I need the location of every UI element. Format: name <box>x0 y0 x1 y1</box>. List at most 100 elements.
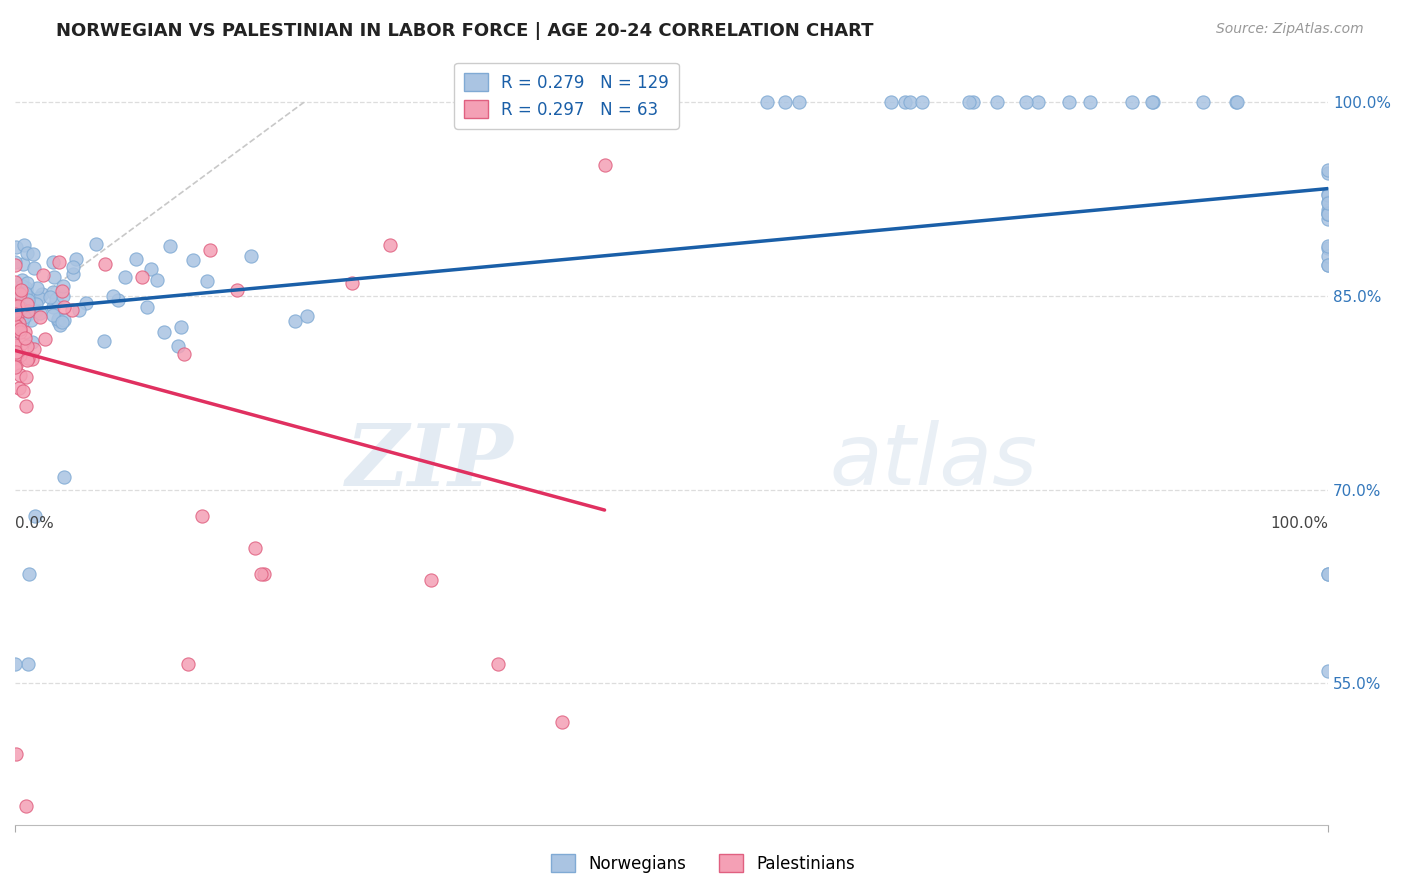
Point <box>173 346 195 360</box>
Point <box>153 325 176 339</box>
Point <box>46 312 69 326</box>
Point <box>4 323 27 337</box>
Point <box>52 313 75 327</box>
Point <box>14 331 37 345</box>
Point <box>1028 95 1050 110</box>
Point <box>6 240 28 254</box>
Point <box>51 284 73 298</box>
Point <box>4 255 27 269</box>
Point <box>17 293 39 307</box>
Point <box>24 508 46 523</box>
Point <box>6 295 28 310</box>
Point <box>146 273 169 287</box>
Point <box>10 348 32 362</box>
Point <box>38 290 60 304</box>
Point <box>7 289 30 303</box>
Point <box>962 95 984 110</box>
Point <box>8 307 31 321</box>
Point <box>159 239 181 253</box>
Point <box>252 566 274 581</box>
Point <box>52 289 75 303</box>
Text: NORWEGIAN VS PALESTINIAN IN LABOR FORCE | AGE 20-24 CORRELATION CHART: NORWEGIAN VS PALESTINIAN IN LABOR FORCE … <box>56 22 873 40</box>
Point <box>4 298 27 312</box>
Text: Source: ZipAtlas.com: Source: ZipAtlas.com <box>1216 22 1364 37</box>
Point <box>45 292 67 306</box>
Point <box>10 301 32 316</box>
Point <box>131 269 153 284</box>
Point <box>250 566 273 581</box>
Point <box>1057 95 1080 110</box>
Point <box>94 257 117 271</box>
Point <box>107 293 129 307</box>
Point <box>486 657 509 671</box>
Point <box>7 299 30 313</box>
Point <box>4 360 27 375</box>
Point <box>284 313 307 327</box>
Point <box>17 657 39 671</box>
Point <box>226 283 249 297</box>
Point <box>986 95 1008 110</box>
Point <box>22 261 45 276</box>
Point <box>4 318 27 333</box>
Point <box>1317 206 1340 220</box>
Point <box>52 279 75 293</box>
Point <box>30 306 52 320</box>
Point <box>1317 166 1340 180</box>
Point <box>15 399 38 413</box>
Point <box>1317 195 1340 210</box>
Point <box>11 273 34 287</box>
Point <box>8 317 31 331</box>
Point <box>4 258 27 272</box>
Point <box>1317 203 1340 218</box>
Point <box>28 291 51 305</box>
Point <box>1317 258 1340 272</box>
Point <box>48 255 70 269</box>
Point <box>14 369 37 384</box>
Text: 100.0%: 100.0% <box>1270 516 1329 531</box>
Point <box>1317 206 1340 220</box>
Point <box>181 252 204 267</box>
Point <box>1317 212 1340 227</box>
Point <box>139 261 162 276</box>
Point <box>4 351 27 365</box>
Point <box>773 95 796 110</box>
Point <box>1080 95 1102 110</box>
Point <box>4 275 27 289</box>
Point <box>1317 241 1340 255</box>
Point <box>10 298 32 312</box>
Point <box>1225 95 1247 110</box>
Point <box>190 508 212 523</box>
Point <box>245 541 267 555</box>
Point <box>1142 95 1164 110</box>
Point <box>25 281 48 295</box>
Point <box>4 317 27 331</box>
Point <box>15 284 38 298</box>
Point <box>11 279 34 293</box>
Point <box>25 297 48 311</box>
Point <box>4 323 27 337</box>
Point <box>6 308 28 322</box>
Point <box>380 237 402 252</box>
Text: ZIP: ZIP <box>346 419 515 503</box>
Point <box>13 257 35 271</box>
Point <box>1015 95 1038 110</box>
Point <box>14 281 37 295</box>
Point <box>53 300 76 314</box>
Point <box>4 315 27 329</box>
Point <box>10 315 32 329</box>
Point <box>15 308 38 322</box>
Point <box>4 318 27 332</box>
Point <box>6 310 28 324</box>
Legend: Norwegians, Palestinians: Norwegians, Palestinians <box>544 847 862 880</box>
Point <box>17 290 39 304</box>
Point <box>17 353 39 368</box>
Point <box>17 303 39 318</box>
Point <box>15 246 38 260</box>
Point <box>4 294 27 309</box>
Point <box>551 715 574 730</box>
Point <box>4 338 27 352</box>
Point <box>48 318 70 333</box>
Point <box>52 470 75 484</box>
Point <box>4 310 27 325</box>
Legend: R = 0.279   N = 129, R = 0.297   N = 63: R = 0.279 N = 129, R = 0.297 N = 63 <box>454 63 679 128</box>
